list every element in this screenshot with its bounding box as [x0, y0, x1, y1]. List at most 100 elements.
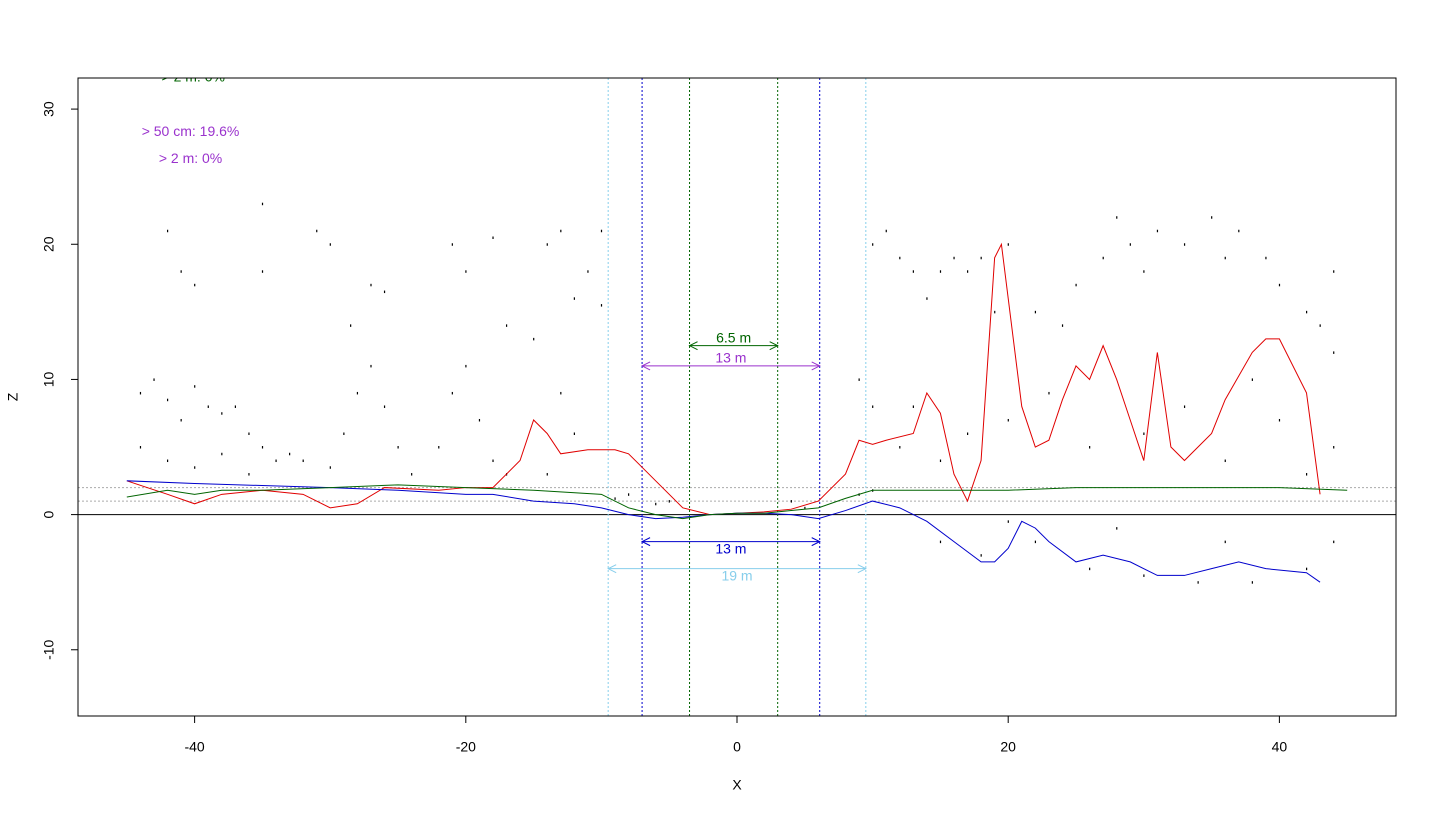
point	[1034, 540, 1037, 544]
point	[261, 446, 264, 449]
point	[1251, 581, 1253, 584]
point	[1224, 256, 1226, 260]
point	[1116, 527, 1118, 530]
arrow-head	[688, 341, 779, 351]
series-line	[126, 480, 1321, 583]
point	[872, 405, 874, 408]
point	[872, 243, 874, 246]
point	[980, 554, 982, 557]
point	[1319, 324, 1321, 327]
point	[1007, 418, 1009, 422]
point	[1306, 567, 1308, 571]
point	[451, 391, 453, 395]
point	[546, 473, 548, 476]
point	[194, 466, 196, 469]
annotation: > 50 cm: 19.6%	[142, 123, 240, 139]
y-tick-label: 0	[41, 510, 57, 518]
point	[343, 432, 345, 435]
point	[465, 270, 467, 273]
point	[1143, 432, 1145, 435]
point	[166, 459, 169, 463]
x-tick-label: 20	[1000, 739, 1016, 755]
point	[858, 378, 860, 381]
point	[1224, 540, 1226, 544]
point	[573, 297, 575, 300]
point	[194, 283, 196, 287]
x-tick-label: -20	[456, 739, 476, 755]
point	[329, 243, 331, 246]
point	[505, 324, 508, 327]
point	[1048, 391, 1050, 395]
point	[939, 540, 942, 544]
point	[1143, 574, 1145, 577]
point	[1251, 378, 1253, 381]
y-tick-label: 30	[41, 101, 57, 117]
point	[1278, 283, 1281, 287]
y-tick-label: -10	[41, 639, 57, 659]
point	[194, 385, 196, 388]
point	[275, 459, 277, 463]
point	[967, 270, 969, 273]
dimension-label: 6.5 m	[716, 329, 751, 345]
point	[600, 229, 603, 233]
point	[1034, 310, 1037, 314]
point	[1143, 270, 1145, 273]
point	[655, 502, 657, 506]
point	[1089, 446, 1091, 449]
point	[899, 446, 901, 449]
arrow-head	[607, 564, 867, 574]
point	[1306, 473, 1308, 476]
point	[248, 473, 250, 476]
point	[573, 432, 575, 435]
point	[912, 405, 914, 408]
point	[1265, 256, 1267, 260]
point	[533, 337, 535, 341]
point	[180, 270, 182, 273]
point	[166, 398, 169, 402]
point	[289, 452, 291, 456]
point	[980, 256, 982, 260]
point	[465, 364, 467, 368]
point	[1183, 405, 1186, 408]
point	[451, 243, 453, 246]
point	[600, 304, 603, 307]
point	[383, 405, 386, 408]
dimension-label: 13 m	[715, 350, 746, 366]
point	[1278, 418, 1281, 422]
x-tick-label: -40	[184, 739, 204, 755]
point	[1102, 256, 1104, 260]
point	[350, 324, 352, 327]
point	[1116, 216, 1118, 219]
point	[248, 432, 250, 435]
point	[316, 229, 318, 233]
arrow-head	[640, 537, 821, 547]
point	[139, 446, 142, 449]
x-tick-label: 0	[733, 739, 741, 755]
point	[614, 497, 616, 500]
point	[1183, 243, 1186, 246]
point	[967, 432, 969, 435]
point	[587, 270, 589, 273]
point	[953, 256, 955, 260]
point	[383, 290, 386, 294]
point	[1197, 581, 1199, 584]
point	[261, 202, 264, 206]
point	[560, 391, 562, 395]
point	[234, 405, 236, 408]
point	[1211, 216, 1213, 219]
point	[438, 446, 440, 449]
point	[1333, 270, 1335, 273]
arrow-head	[640, 361, 821, 371]
point	[1061, 324, 1064, 327]
point	[1089, 567, 1091, 571]
point	[153, 378, 155, 381]
point	[790, 500, 792, 503]
x-tick-label: 40	[1272, 739, 1288, 755]
annotation: > 2 m: 0%	[162, 69, 225, 85]
point	[478, 418, 481, 422]
point	[1075, 283, 1077, 287]
point	[926, 297, 928, 300]
point	[912, 270, 914, 273]
